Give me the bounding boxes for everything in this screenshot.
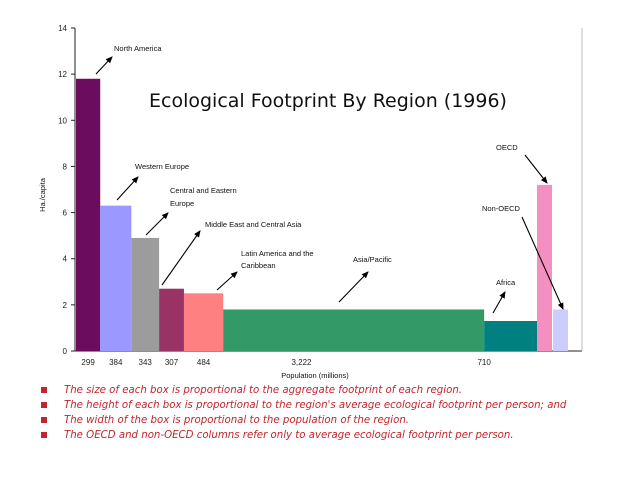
annotation-arrow	[95, 56, 113, 75]
x-population-label: 343	[139, 358, 153, 367]
x-axis-label: Population (millions)	[281, 371, 349, 380]
bar-latin-america-and-the-caribbean	[183, 293, 224, 351]
annotation-label: Asia/Pacific	[353, 255, 392, 264]
y-tick-label: 12	[58, 70, 67, 79]
x-population-label: 3,222	[291, 358, 312, 367]
bar-non-oecd	[553, 309, 568, 351]
note-text: The height of each box is proportional t…	[64, 400, 567, 411]
x-population-label: 710	[477, 358, 491, 367]
y-tick-label: 8	[63, 162, 68, 171]
bullet-icon	[41, 432, 47, 438]
annotation-label: Non-OECD	[482, 204, 521, 213]
annotation-label: Central and Eastern	[170, 186, 237, 195]
y-tick-label: 6	[63, 209, 68, 218]
annotation-arrow	[161, 230, 201, 286]
annotation-label: Western Europe	[135, 162, 189, 171]
bullet-icon	[41, 417, 47, 423]
note-text: The width of the box is proportional to …	[64, 415, 410, 426]
bar-central-and-eastern-europe	[131, 237, 160, 351]
annotation-label: Caribbean	[241, 261, 276, 270]
annotation-arrow	[216, 271, 238, 291]
annotation-label: OECD	[496, 143, 518, 152]
annotation-arrow	[338, 271, 369, 303]
note-text: The OECD and non-OECD columns refer only…	[64, 430, 514, 441]
annotation-label: North America	[114, 44, 162, 53]
annotation-label: Europe	[170, 199, 194, 208]
x-population-label: 484	[197, 358, 211, 367]
footprint-chart: 0 2 4 6 8 10 12 14 299 384 343 307 484 3,222 710 Nort…	[38, 24, 583, 380]
bar-western-europe	[100, 205, 132, 351]
y-axis-label: Ha./capita	[38, 177, 47, 212]
y-tick-label: 2	[63, 301, 68, 310]
y-tick-label: 10	[58, 116, 67, 125]
x-population-label: 307	[165, 358, 179, 367]
x-population-label: 299	[81, 358, 95, 367]
annotation-arrow	[521, 216, 564, 310]
y-tick-label: 14	[58, 24, 67, 33]
chart-title: Ecological Footprint By Region (1996)	[149, 90, 507, 112]
bar-africa	[484, 321, 542, 351]
annotation-label: Africa	[496, 278, 516, 287]
x-population-label: 384	[109, 358, 123, 367]
bar-north-america	[76, 78, 101, 351]
annotation-arrow	[492, 291, 506, 314]
bullet-icon	[41, 402, 47, 408]
bullet-icon	[41, 387, 47, 393]
y-tick-label: 4	[63, 255, 68, 264]
annotation-arrow	[145, 212, 169, 236]
notes-list: The size of each box is proportional to …	[40, 383, 610, 443]
note-item: The OECD and non-OECD columns refer only…	[40, 428, 610, 443]
note-item: The width of the box is proportional to …	[40, 413, 610, 428]
note-text: The size of each box is proportional to …	[64, 385, 463, 396]
bar-middle-east-and-central-asia	[159, 288, 184, 351]
annotation-label: Middle East and Central Asia	[205, 220, 302, 229]
note-item: The size of each box is proportional to …	[40, 383, 610, 398]
bar-asia-pacific	[223, 309, 485, 351]
annotation-arrow	[524, 154, 548, 184]
annotation-label: Latin America and the	[241, 249, 314, 258]
y-tick-label: 0	[63, 347, 68, 356]
note-item: The height of each box is proportional t…	[40, 398, 610, 413]
annotation-arrow	[116, 176, 139, 201]
